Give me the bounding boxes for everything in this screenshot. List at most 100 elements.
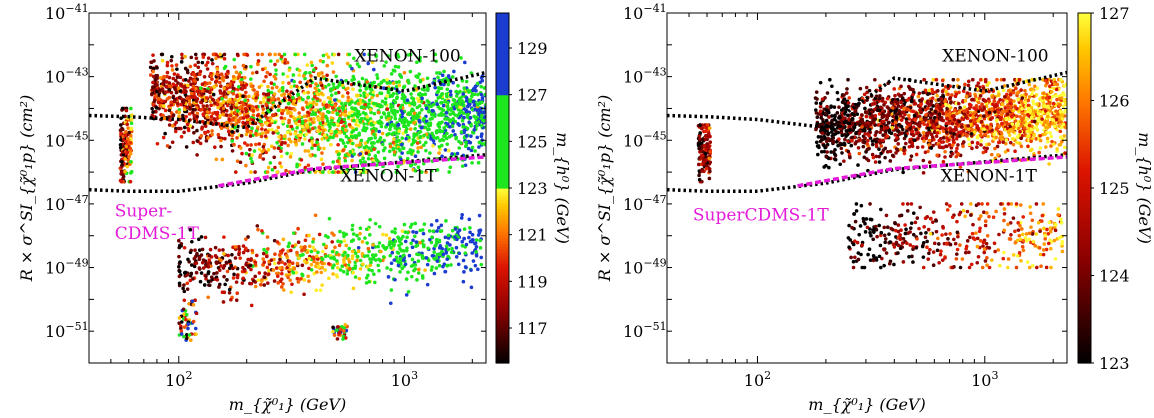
data-point: [364, 126, 369, 131]
data-point: [439, 113, 444, 117]
data-point: [350, 113, 354, 118]
data-point: [245, 53, 250, 57]
data-point: [167, 81, 172, 85]
data-point: [332, 333, 337, 337]
data-point: [169, 58, 174, 63]
data-point: [359, 105, 364, 110]
data-point: [150, 106, 154, 111]
data-point: [418, 228, 422, 233]
colorbar-segment: [496, 214, 509, 218]
data-point: [238, 256, 242, 260]
data-point: [269, 258, 274, 262]
data-point: [192, 256, 197, 261]
data-point: [819, 135, 823, 139]
data-point: [234, 298, 239, 302]
data-point: [296, 92, 300, 96]
data-point: [479, 84, 484, 89]
data-point: [277, 261, 281, 265]
data-point: [297, 119, 302, 124]
data-point: [334, 91, 338, 96]
data-point: [1050, 139, 1054, 144]
data-point: [225, 103, 230, 108]
data-point: [434, 136, 438, 140]
data-point: [435, 252, 440, 257]
colorbar-segment: [496, 205, 509, 210]
data-point: [818, 80, 823, 85]
data-point: [414, 240, 419, 244]
data-point: [181, 84, 185, 89]
data-point: [956, 143, 960, 147]
data-point: [357, 133, 361, 137]
data-point: [415, 243, 420, 248]
data-point: [219, 144, 223, 149]
data-point: [287, 68, 292, 72]
data-point: [415, 96, 420, 101]
data-point: [296, 280, 301, 284]
data-point: [371, 67, 376, 72]
colorbar-segment: [496, 150, 509, 154]
data-point: [364, 227, 369, 232]
data-point: [416, 252, 421, 257]
data-point: [221, 300, 226, 304]
colorbar-segment: [496, 190, 509, 195]
colorbar-segment: [496, 13, 509, 17]
data-point: [1045, 139, 1050, 144]
colorbar-segment: [496, 120, 509, 125]
data-point: [163, 108, 168, 113]
data-point: [313, 143, 317, 148]
data-point: [230, 139, 235, 143]
data-point: [472, 103, 477, 107]
colorbar-segment: [496, 103, 509, 107]
data-point: [345, 61, 350, 66]
data-point: [387, 149, 392, 154]
data-point: [321, 117, 325, 122]
data-point: [361, 156, 365, 161]
data-point: [437, 71, 442, 75]
data-point: [338, 113, 342, 118]
data-point: [358, 118, 363, 123]
colorbar-segment: [496, 220, 509, 224]
data-point: [218, 52, 223, 57]
data-point: [252, 149, 257, 153]
data-point: [431, 229, 436, 233]
data-point: [268, 72, 272, 77]
data-point: [332, 257, 337, 261]
data-point: [448, 119, 453, 124]
data-point: [468, 99, 472, 104]
data-point: [309, 268, 314, 272]
data-point: [330, 106, 335, 110]
data-point: [405, 246, 409, 250]
data-point: [289, 85, 293, 89]
data-point: [297, 138, 301, 143]
data-point: [441, 103, 446, 108]
data-point: [271, 268, 276, 272]
data-point: [242, 141, 247, 145]
data-point: [346, 140, 350, 145]
data-point: [313, 108, 318, 112]
y-axis-label: R × σ^SI_{χ̃⁰₁p} (cm²): [17, 95, 36, 282]
data-point: [223, 136, 227, 141]
data-point: [233, 118, 238, 123]
colorbar-segment: [496, 62, 509, 67]
data-point: [318, 81, 323, 85]
data-point: [459, 105, 463, 110]
data-point: [302, 292, 306, 297]
data-point: [287, 137, 292, 142]
data-point: [1003, 106, 1008, 110]
data-point: [397, 138, 401, 143]
data-point: [1030, 147, 1034, 152]
data-point: [262, 79, 266, 84]
data-point: [433, 52, 438, 57]
data-point: [393, 64, 398, 69]
data-point: [324, 244, 329, 248]
data-point: [206, 56, 211, 60]
data-point: [264, 74, 268, 79]
data-point: [275, 59, 280, 63]
data-point: [410, 257, 415, 262]
data-point: [276, 125, 281, 130]
data-point: [261, 67, 265, 72]
data-point: [261, 251, 266, 256]
data-point: [846, 113, 850, 118]
data-point: [235, 136, 239, 140]
data-point: [413, 84, 417, 88]
